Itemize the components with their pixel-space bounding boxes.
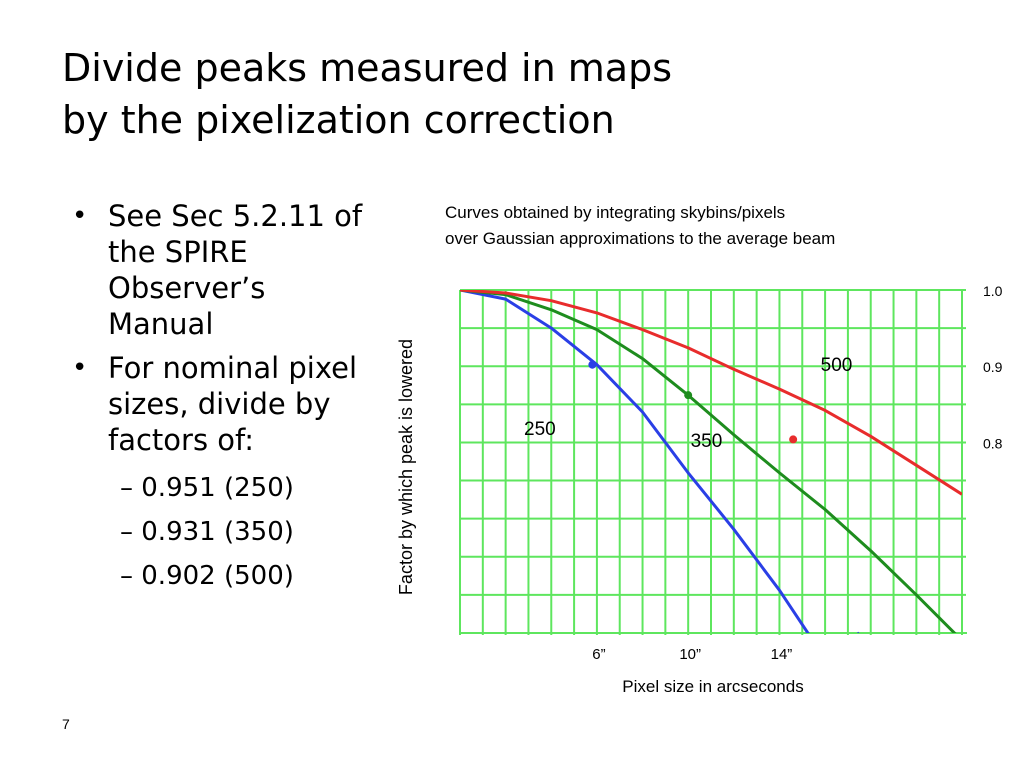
sub-bullet-item: – 0.951 (250): [120, 473, 294, 503]
bullet-item: • For nominal pixel sizes, divide by fac…: [72, 350, 372, 598]
y-tick-label: 0.9: [983, 359, 1003, 375]
sub-bullet-list: – 0.951 (250) – 0.931 (350) – 0.902 (500…: [108, 466, 372, 598]
y-axis-label: Factor by which peak is lowered: [396, 339, 416, 595]
curve-label-250: 250: [524, 419, 556, 440]
sub-bullet-item: – 0.902 (500): [120, 561, 294, 591]
slide-title-line-2: by the pixelization correction: [62, 98, 615, 142]
bullet-dot-icon: •: [72, 353, 88, 383]
series-marker-350: [684, 391, 693, 400]
sub-bullet-item: – 0.931 (350): [120, 517, 294, 547]
series-marker-250: [588, 360, 597, 369]
chart-caption-line-1: Curves obtained by integrating skybins/p…: [445, 203, 786, 222]
x-tick-label: 10”: [679, 646, 701, 663]
slide-number: 7: [62, 716, 70, 732]
series-line-350: [460, 290, 957, 633]
x-tick-label: 6”: [592, 646, 605, 663]
x-tick-label: 14”: [771, 646, 793, 663]
slide-title-line-1: Divide peaks measured in maps: [62, 46, 672, 90]
y-tick-label: 0.8: [983, 435, 1003, 451]
bullet-item: • See Sec 5.2.11 of the SPIRE Observer’s…: [72, 198, 372, 342]
series-marker-500: [789, 435, 798, 444]
series-line-250: [460, 290, 860, 633]
y-tick-label: 1.0: [983, 283, 1003, 299]
bullet-list: • See Sec 5.2.11 of the SPIRE Observer’s…: [72, 198, 372, 606]
chart-caption-line-2: over Gaussian approximations to the aver…: [445, 229, 836, 248]
chart-caption: Curves obtained by integrating skybins/p…: [445, 200, 835, 252]
bullet-dot-icon: •: [72, 201, 88, 231]
curve-label-350: 350: [691, 431, 723, 452]
series-group: [460, 290, 962, 633]
bullet-text: See Sec 5.2.11 of the SPIRE Observer’s M…: [108, 199, 363, 341]
curve-label-500: 500: [821, 355, 853, 376]
series-line-500: [460, 290, 962, 496]
x-axis-label: Pixel size in arcseconds: [622, 677, 803, 696]
slide-title: Divide peaks measured in maps by the pix…: [62, 42, 672, 146]
bullet-text: For nominal pixel sizes, divide by facto…: [108, 351, 358, 457]
